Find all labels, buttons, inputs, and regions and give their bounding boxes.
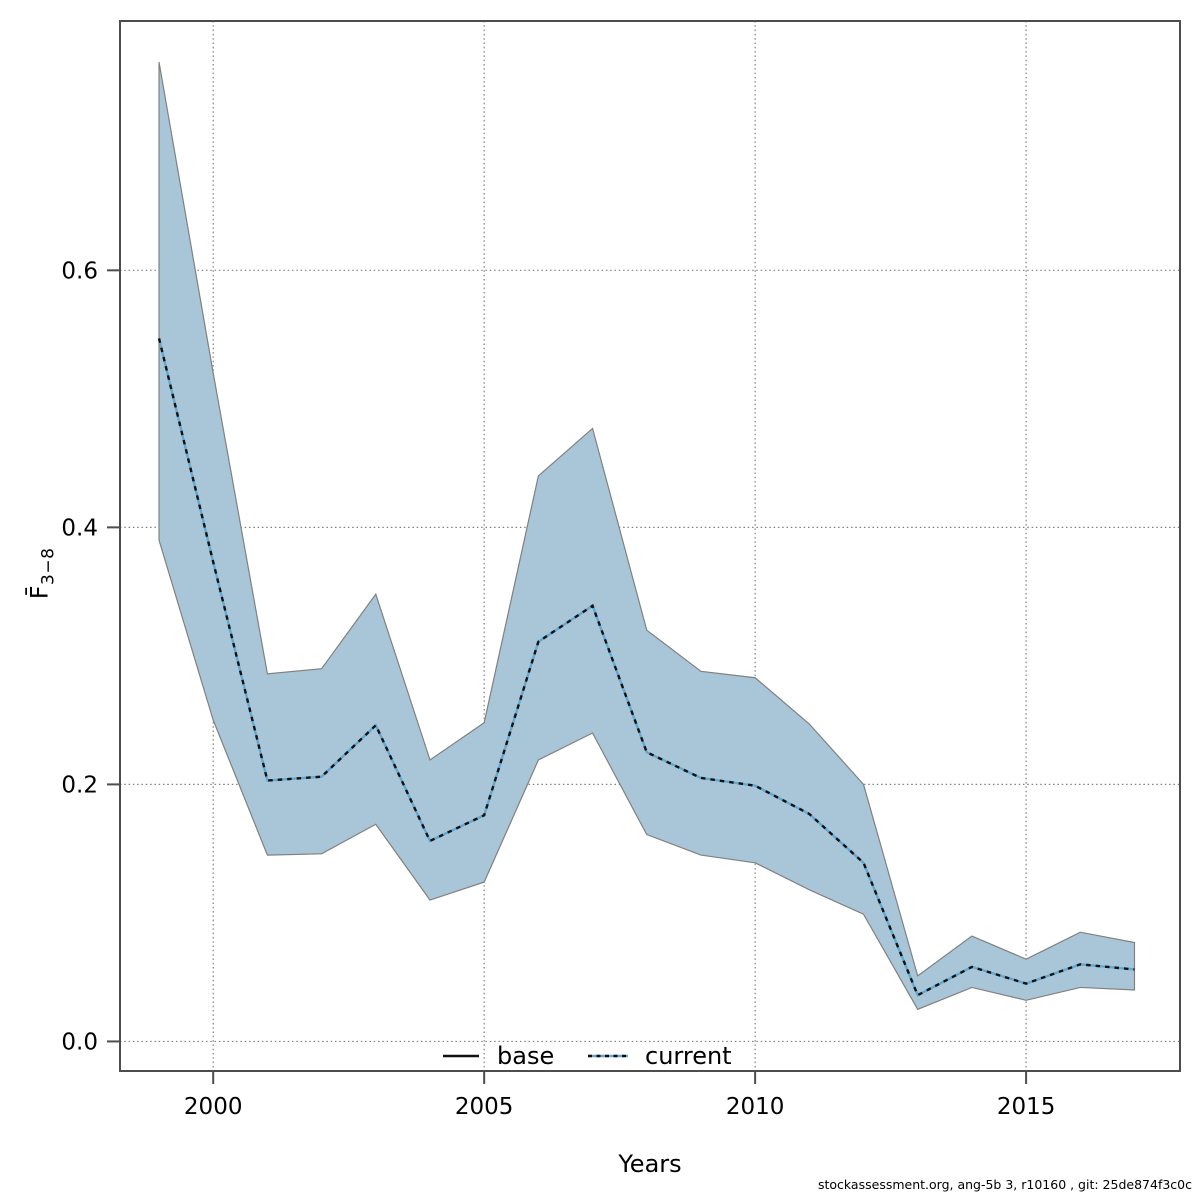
x-tick-label-2015: 2015 [997,1094,1056,1120]
axis-ticks [107,269,1028,1084]
legend: base current [443,1042,732,1070]
plot-border [119,20,1181,1072]
legend-label-base: base [497,1042,554,1070]
y-tick-label-0.2: 0.2 [61,772,98,798]
legend-label-current: current [645,1042,732,1070]
y-tick-label-0.6: 0.6 [61,258,98,284]
x-tick-label-2010: 2010 [726,1094,785,1120]
stockassessment-caption: stockassessment.org, ang-5b 3, r10160 , … [817,1177,1192,1192]
y-axis-title-subscript: 3−8 [38,547,59,585]
x-tick-label-2000: 2000 [184,1094,243,1120]
tick-labels: 2000 2005 2010 2015 0.0 0.2 0.4 0.6 [61,258,1055,1120]
confidence-band [158,62,1136,1011]
y-tick-label-0.0: 0.0 [61,1029,98,1055]
x-axis-title: Years [618,1150,682,1178]
x-tick-label-2005: 2005 [455,1094,514,1120]
gridlines [120,21,1180,1071]
y-tick-label-0.4: 0.4 [61,515,98,541]
y-axis-title: F̄3−8 [26,513,59,633]
current-line-dotted [157,338,1135,997]
y-axis-title-symbol: F̄ [25,584,54,600]
